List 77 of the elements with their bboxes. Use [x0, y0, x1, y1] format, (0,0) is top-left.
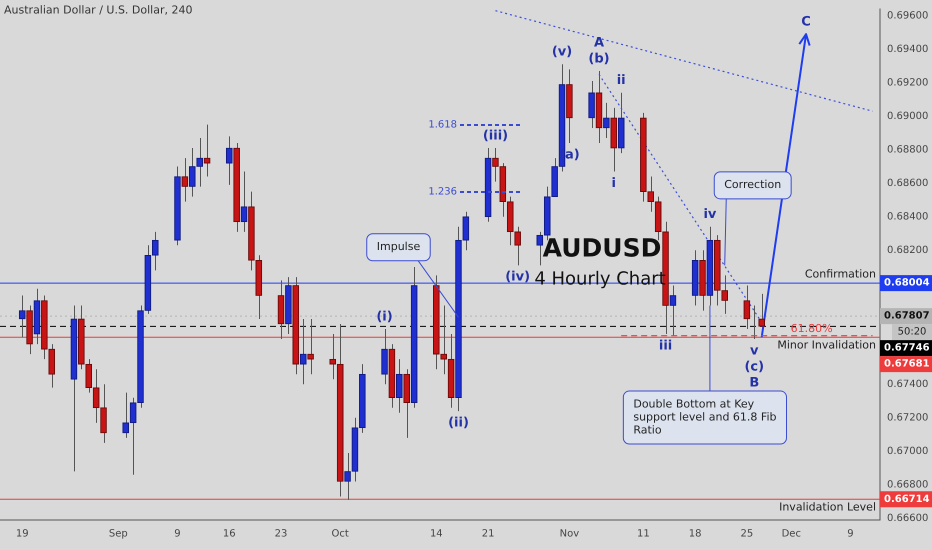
y-tick-label: 0.68800 — [887, 144, 928, 156]
annotation: (iii) — [482, 128, 508, 144]
candlestick — [396, 358, 403, 414]
annotation: (b) — [588, 51, 610, 66]
ref-line-label: Confirmation — [804, 267, 876, 280]
annotation: i — [612, 176, 616, 191]
annotation: B — [749, 375, 760, 390]
annotation: ii — [616, 73, 626, 88]
x-tick-label: Dec — [782, 528, 801, 540]
x-tick-label: 16 — [222, 528, 236, 540]
candlestick — [381, 328, 388, 385]
annotation: (ii) — [448, 415, 469, 430]
candlestick — [240, 171, 248, 232]
annotation: (iv) — [505, 270, 530, 285]
candlestick — [18, 294, 26, 338]
annotation: v — [750, 343, 760, 358]
annotation: iii — [658, 338, 672, 354]
x-tick-label: Oct — [332, 528, 349, 540]
x-tick-label: 19 — [16, 528, 29, 540]
x-tick-label: Nov — [560, 528, 580, 540]
annotation: 0.67746 — [884, 342, 930, 354]
y-tick-label: 0.69000 — [887, 110, 928, 122]
candlestick — [670, 284, 676, 336]
annotation: AUDUSD — [542, 234, 662, 262]
x-tick-label: 21 — [482, 528, 494, 540]
candlestick — [188, 148, 196, 198]
y-tick-label: 0.69200 — [887, 77, 928, 88]
y-tick-label: 0.69400 — [887, 44, 928, 55]
x-tick-label: 25 — [740, 528, 754, 540]
x-tick-label: 9 — [847, 528, 854, 540]
annotation: 0.68004 — [884, 278, 930, 289]
candlestick — [721, 274, 728, 314]
annotation: 0.67681 — [884, 358, 930, 370]
y-tick-label: 0.67400 — [887, 378, 928, 390]
candlestick — [492, 148, 499, 182]
text: 50:20 — [898, 326, 926, 338]
annotation: 1.236 — [428, 186, 457, 198]
y-tick-label: 0.66600 — [887, 512, 928, 524]
candlestick — [226, 136, 233, 186]
x-tick-label: 23 — [274, 528, 288, 540]
y-tick-label: 0.66800 — [887, 479, 928, 490]
x-tick-label: 11 — [636, 528, 650, 540]
annotation: A — [594, 35, 604, 50]
candlestick — [603, 102, 610, 139]
candlestick — [182, 158, 188, 202]
candlestick — [204, 124, 210, 178]
x-tick-label: 18 — [688, 528, 702, 540]
y-tick-label: 0.67200 — [887, 412, 928, 424]
ref-line-label: Invalidation Level — [779, 500, 876, 514]
annotation: (c) — [744, 359, 764, 374]
annotation: Impulse — [376, 240, 420, 254]
y-tick-label: 0.69600 — [887, 10, 928, 22]
candlestick — [588, 80, 595, 128]
x-tick-label: 14 — [430, 528, 443, 540]
candlestick — [196, 138, 203, 188]
candlestick — [344, 452, 351, 500]
chart-title: Australian Dollar / U.S. Dollar, 240 — [4, 3, 192, 16]
annotation: 1.618 — [428, 120, 457, 131]
y-tick-label: 0.68600 — [887, 178, 928, 189]
y-tick-label: 0.67000 — [887, 446, 928, 457]
annotation: 0.67807 — [884, 310, 930, 322]
annotation: 0.66714 — [884, 494, 930, 505]
candlestick — [307, 318, 314, 375]
candlestick — [744, 284, 750, 330]
annotation: Double Bottom at Key support level and 61.8 Fib Ratio — [633, 397, 776, 436]
y-tick-label: 0.68200 — [887, 244, 928, 256]
candlestick — [300, 318, 307, 385]
annotation: (v) — [552, 44, 572, 60]
annotation: iv — [703, 207, 717, 222]
x-tick-label: 9 — [174, 528, 181, 540]
ref-line-label: Minor Invalidation — [777, 338, 876, 352]
annotation: (i) — [376, 309, 393, 324]
annotation: C — [801, 14, 811, 30]
candlestick — [758, 293, 766, 328]
annotation: Correction — [724, 178, 782, 192]
y-tick-label: 0.68400 — [887, 211, 928, 222]
x-tick-label: Sep — [108, 528, 128, 540]
